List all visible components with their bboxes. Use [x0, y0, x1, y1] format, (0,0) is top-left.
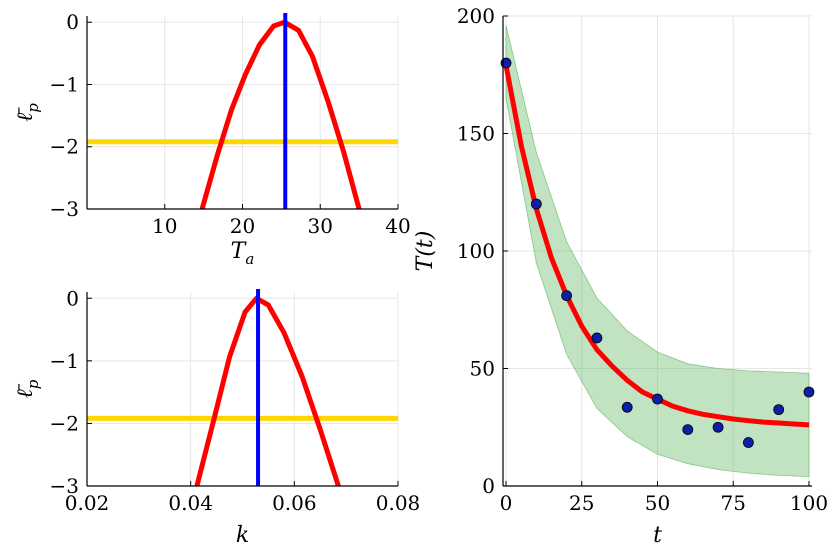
data-point: [742, 437, 754, 448]
data-point: [591, 332, 603, 344]
profile-likelihood-curve: [194, 295, 341, 486]
data-point: [530, 198, 542, 210]
data-point: [803, 386, 815, 398]
x-axis-label-text: t: [653, 523, 662, 548]
y-tick-label: −2: [50, 411, 79, 435]
y-tick-label: 50: [470, 357, 495, 381]
prediction-band: [505, 25, 810, 478]
y-tick-label: 0: [482, 474, 495, 498]
data-point: [773, 404, 785, 416]
y-axis-label: ℓ̄p: [13, 103, 42, 122]
y-tick-label: 200: [457, 4, 495, 28]
profile-plot-k: 0.02 0.04 0.06 0.08 −3 −2 −1 0 k ℓ̄p: [13, 286, 420, 548]
x-tick-label: 75: [721, 491, 746, 515]
x-axis-label: k: [236, 523, 249, 548]
x-axis-label: Ta: [231, 239, 255, 268]
y-axis-label: T(t): [413, 231, 438, 272]
y-tick-label: 100: [457, 239, 495, 263]
x-tick-label: 10: [152, 214, 177, 238]
y-axis-label: ℓ̄p: [13, 379, 42, 398]
x-tick-label: 30: [308, 214, 333, 238]
data-point: [621, 401, 633, 413]
y-tick-label: 0: [66, 10, 79, 34]
data-point: [652, 393, 663, 405]
y-tick-label: −1: [50, 72, 79, 96]
x-tick-label: 25: [569, 491, 594, 515]
y-axis-label-text: T(t): [413, 231, 438, 272]
x-tick-label: 0.04: [168, 491, 213, 515]
x-tick-label: 0: [500, 491, 513, 515]
x-tick-label: 0.08: [376, 491, 421, 515]
y-tick-label: 150: [457, 122, 495, 146]
x-tick-label: 40: [385, 214, 410, 238]
x-tick-label: 50: [645, 491, 670, 515]
plot-area: [87, 289, 398, 486]
x-axis-label-text: T: [231, 239, 248, 264]
y-tick-label: −2: [50, 135, 79, 159]
y-tick-label: −3: [50, 474, 79, 498]
y-tick-label: 0: [66, 286, 79, 310]
profile-likelihood-curve: [199, 19, 362, 209]
y-axis-label-subscript: p: [24, 379, 42, 389]
data-point: [561, 290, 573, 302]
x-axis-label-subscript: a: [245, 250, 254, 268]
y-tick-label: −3: [50, 197, 79, 221]
profile-plot-Ta: 10 20 30 40 −3 −2 −1 0 Ta ℓ̄p: [13, 10, 411, 268]
data-point: [712, 421, 724, 433]
x-tick-label: 100: [790, 491, 828, 515]
x-axis-label-text: k: [236, 523, 249, 548]
y-tick-label: −1: [50, 349, 79, 373]
temperature-plot: 0 25 50 75 100 0 50 100 150 200 t T(t): [413, 4, 828, 548]
x-tick-label: 0.02: [65, 491, 110, 515]
y-axis-label-subscript: p: [24, 103, 42, 113]
data-point: [682, 424, 694, 436]
plot-area: [87, 13, 398, 209]
x-tick-label: 20: [230, 214, 255, 238]
x-tick-label: 0.06: [272, 491, 317, 515]
x-axis-label: t: [653, 523, 662, 548]
